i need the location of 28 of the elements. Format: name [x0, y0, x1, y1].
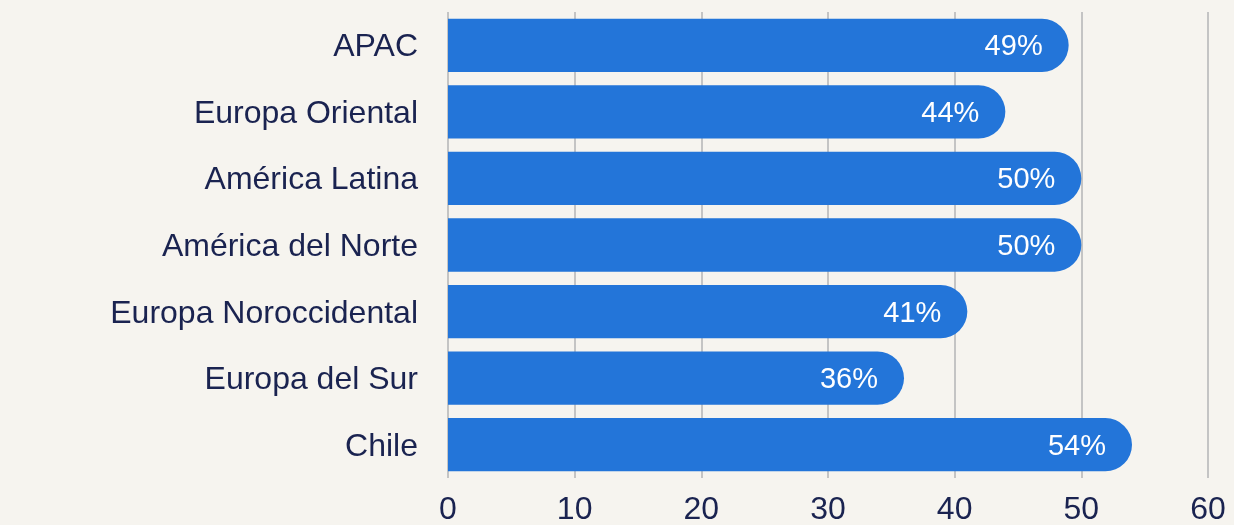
- bar: [448, 218, 1082, 272]
- data-label: 36%: [819, 362, 878, 395]
- x-tick-label: 30: [810, 490, 846, 525]
- x-tick-label: 50: [1063, 490, 1100, 525]
- bar: [448, 85, 1006, 139]
- y-tick-label: Chile: [345, 426, 418, 463]
- y-tick-label: Europa Noroccidental: [110, 293, 418, 330]
- bar: [448, 151, 1082, 206]
- x-tick-label: 0: [439, 490, 457, 525]
- y-tick-label: Europa del Sur: [204, 360, 419, 397]
- y-tick-label: América del Norte: [161, 227, 418, 263]
- y-tick-label: APAC: [333, 27, 418, 64]
- x-tick-label: 20: [683, 490, 720, 525]
- y-tick-label: Europa Oriental: [193, 93, 418, 130]
- x-tick-label: 60: [1190, 490, 1226, 525]
- data-label: 49%: [984, 29, 1043, 62]
- bar: [448, 351, 904, 405]
- data-label: 50%: [997, 229, 1056, 261]
- data-label: 50%: [997, 162, 1056, 195]
- x-tick-label: 40: [936, 490, 973, 525]
- y-tick-label: América Latina: [204, 160, 419, 197]
- bar: [448, 284, 968, 339]
- data-label: 41%: [883, 295, 942, 328]
- bar: [448, 18, 1069, 72]
- data-label: 44%: [921, 95, 980, 128]
- data-label: 54%: [1047, 428, 1106, 461]
- x-tick-label: 10: [556, 490, 593, 525]
- bar: [448, 418, 1132, 472]
